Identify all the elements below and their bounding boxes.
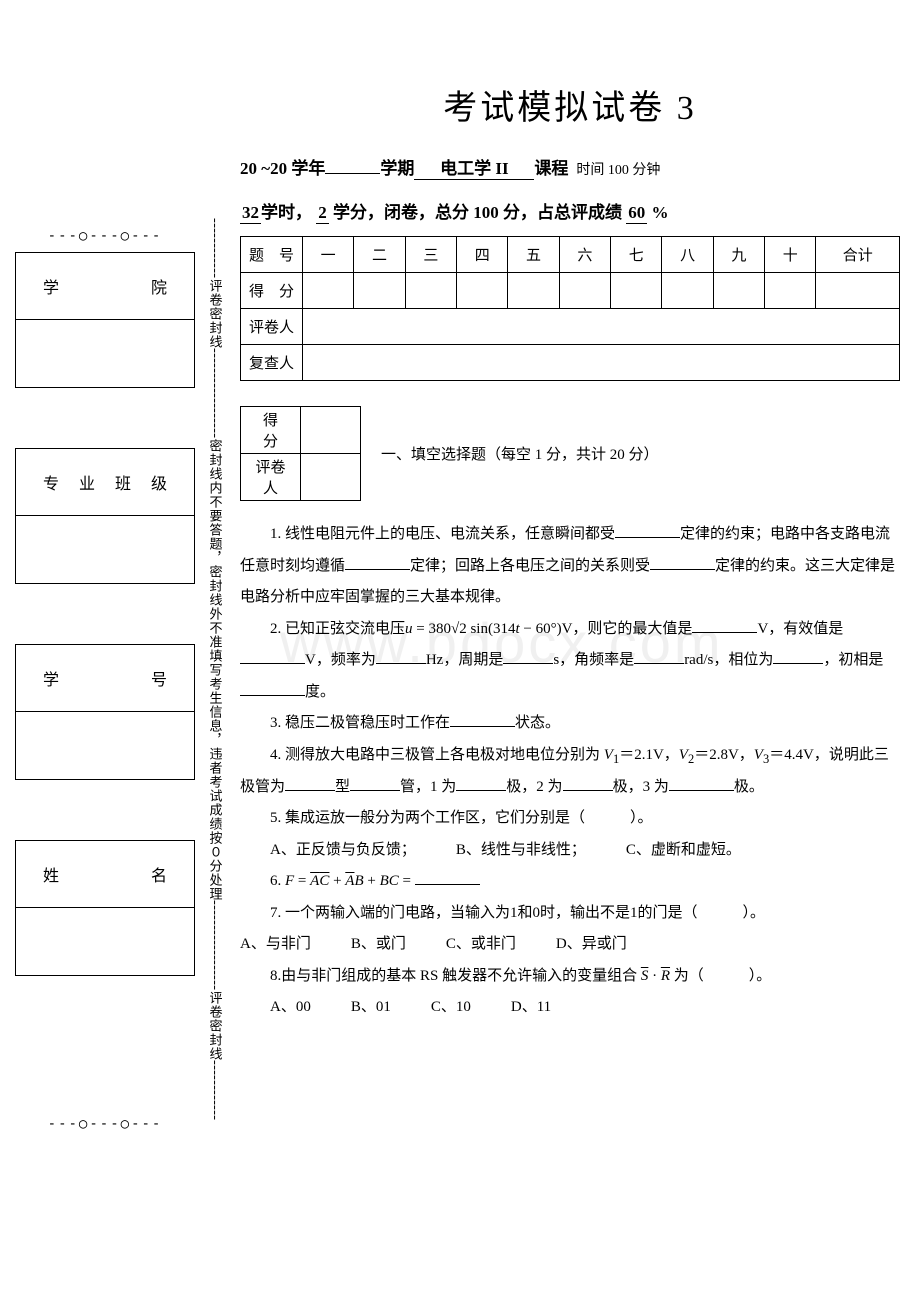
table-row-grader: 评卷人 (241, 309, 900, 345)
table-row-header: 题 号 一 二 三 四 五 六 七 八 九 十 合计 (241, 237, 900, 273)
sidebar-blank-name (15, 908, 195, 976)
section-score-table: 得 分 评卷人 (240, 406, 361, 501)
section-1-header: 得 分 评卷人 一、填空选择题（每空 1 分，共计 20 分） (240, 406, 900, 501)
question-6: 6. F = AC + AB + BC = (240, 866, 900, 898)
sidebar-label-college: 学 院 (15, 252, 195, 320)
sidebar-blank-college (15, 320, 195, 388)
binding-marker-bottom: ---○---○--- (15, 1116, 195, 1132)
question-4: 4. 测得放大电路中三极管上各电极对地电位分别为 V1＝2.1V，V2＝2.8V… (240, 740, 900, 804)
questions-block: 1. 线性电阻元件上的电压、电流关系，任意瞬间都受定律的约束；电路中各支路电流任… (240, 519, 900, 1024)
sidebar-label-class: 专业班级 (15, 448, 195, 516)
table-row-reviewer: 复查人 (241, 345, 900, 381)
section-1-title: 一、填空选择题（每空 1 分，共计 20 分） (381, 443, 659, 464)
score-table: 题 号 一 二 三 四 五 六 七 八 九 十 合计 得 分 评卷人 复查人 (240, 236, 900, 381)
question-5: 5. 集成运放一般分为两个工作区，它们分别是（ ）。 (240, 803, 900, 835)
question-8-choices: A、00B、01C、10D、11 (240, 992, 900, 1024)
question-2: 2. 已知正弦交流电压u = 380√2 sin(314t − 60°)V，则它… (240, 614, 900, 709)
question-7: 7. 一个两输入端的门电路，当输入为1和0时，输出不是1的门是（ ）。 (240, 898, 900, 930)
question-8: 8.由与非门组成的基本 RS 触发器不允许输入的变量组合 S · R 为（ ）。 (240, 961, 900, 993)
table-row-score: 得 分 (241, 273, 900, 309)
question-5-choices: A、正反馈与负反馈；B、线性与非线性；C、虚断和虚短。 (240, 835, 900, 867)
exam-title: 考试模拟试卷 3 (240, 80, 900, 129)
sidebar-label-id: 学 号 (15, 644, 195, 712)
header-line-1: 20 ~20 学年 学期 电工学 II 课程 时间 100 分钟 (240, 154, 900, 180)
sidebar-blank-id (15, 712, 195, 780)
question-3: 3. 稳压二极管稳压时工作在状态。 (240, 708, 900, 740)
question-1: 1. 线性电阻元件上的电压、电流关系，任意瞬间都受定律的约束；电路中各支路电流任… (240, 519, 900, 614)
main-content: 考试模拟试卷 3 20 ~20 学年 学期 电工学 II 课程 时间 100 分… (240, 80, 900, 1024)
binding-marker-top: ---○---○--- (15, 228, 195, 244)
header-line-2: 32学时， 2 学分，闭卷，总分 100 分，占总评成绩 60 % (240, 198, 900, 224)
binding-sidebar: ---○---○--- 学 院 专业班级 学 号 姓 名 ---○---○--- (15, 220, 195, 1140)
question-7-choices: A、与非门B、或门C、或非门D、异或门 (240, 929, 900, 961)
sidebar-label-name: 姓 名 (15, 840, 195, 908)
sidebar-blank-class (15, 516, 195, 584)
vertical-seal-text: ┆┆┆┆ 评卷密封线 ┆┆┆┆┆┆ 密封线内不要答题，密封线外不准填写考生信息，… (205, 130, 225, 1210)
